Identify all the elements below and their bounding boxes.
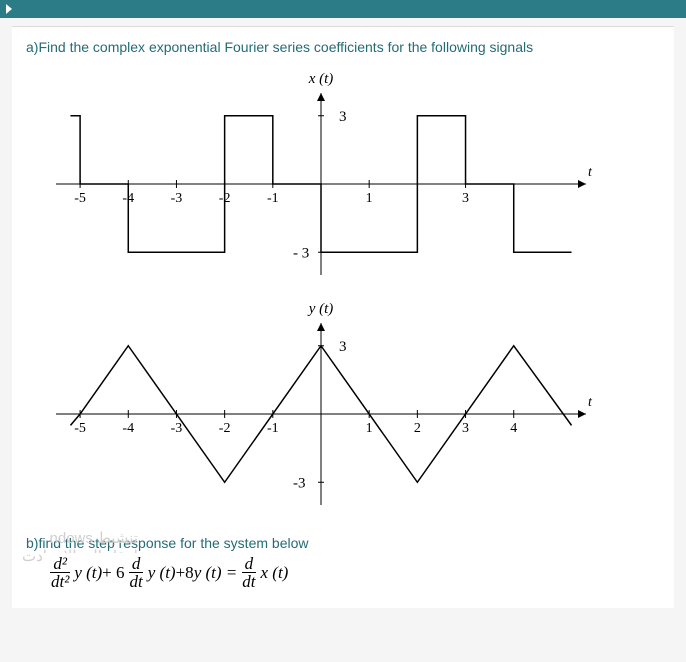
topbar (0, 0, 686, 18)
chart-x: x (t)t3- 3-5-4-3-2-113 (26, 65, 616, 295)
eq-y1: y (t) (74, 563, 102, 583)
chart-y: y (t) t 3 -3 -5 -4 -3 -2 -1 1 2 3 4 (26, 295, 616, 525)
svg-text:-4: -4 (122, 421, 134, 436)
svg-text:-2: -2 (219, 421, 231, 436)
svg-text:4: 4 (510, 421, 517, 436)
play-icon (6, 4, 12, 14)
svg-text:3: 3 (339, 339, 347, 355)
svg-text:2: 2 (414, 421, 421, 436)
question-a-text: a)Find the complex exponential Fourier s… (26, 39, 664, 55)
svg-text:-3: -3 (293, 475, 306, 491)
svg-text:-1: -1 (267, 421, 279, 436)
eq-plus2: +8 (176, 563, 194, 583)
eq-x: x (t) (260, 563, 288, 583)
svg-text:- 3: - 3 (293, 245, 309, 261)
svg-text:1: 1 (366, 421, 373, 436)
svg-text:1: 1 (366, 191, 373, 206)
chart-y-container: y (t) t 3 -3 -5 -4 -3 -2 -1 1 2 3 4 (26, 295, 660, 525)
eq-plus1: + 6 (102, 563, 124, 583)
svg-text:-3: -3 (171, 191, 183, 206)
frac-ddt-2: d dt (239, 555, 258, 592)
svg-text:3: 3 (462, 191, 469, 206)
eq-y2: y (t) (148, 563, 176, 583)
question-content: a)Find the complex exponential Fourier s… (12, 26, 674, 608)
svg-text:3: 3 (339, 109, 347, 125)
svg-text:x (t): x (t) (308, 71, 334, 87)
svg-text:-1: -1 (267, 191, 279, 206)
svg-text:y (t): y (t) (307, 301, 334, 317)
svg-text:-5: -5 (74, 191, 86, 206)
chart-x-container: x (t)t3- 3-5-4-3-2-113 (26, 65, 660, 295)
frac-d2dt2: d² dt² (48, 555, 72, 592)
svg-text:3: 3 (462, 421, 469, 436)
svg-text:t: t (588, 165, 593, 180)
frac-ddt-1: d dt (127, 555, 146, 592)
svg-text:-3: -3 (171, 421, 183, 436)
svg-text:t: t (588, 395, 593, 410)
differential-equation: d² dt² y (t) + 6 d dt y (t) +8 y (t) = d… (42, 553, 292, 594)
svg-text:-5: -5 (74, 421, 86, 436)
eq-y3: y (t) = (194, 563, 238, 583)
